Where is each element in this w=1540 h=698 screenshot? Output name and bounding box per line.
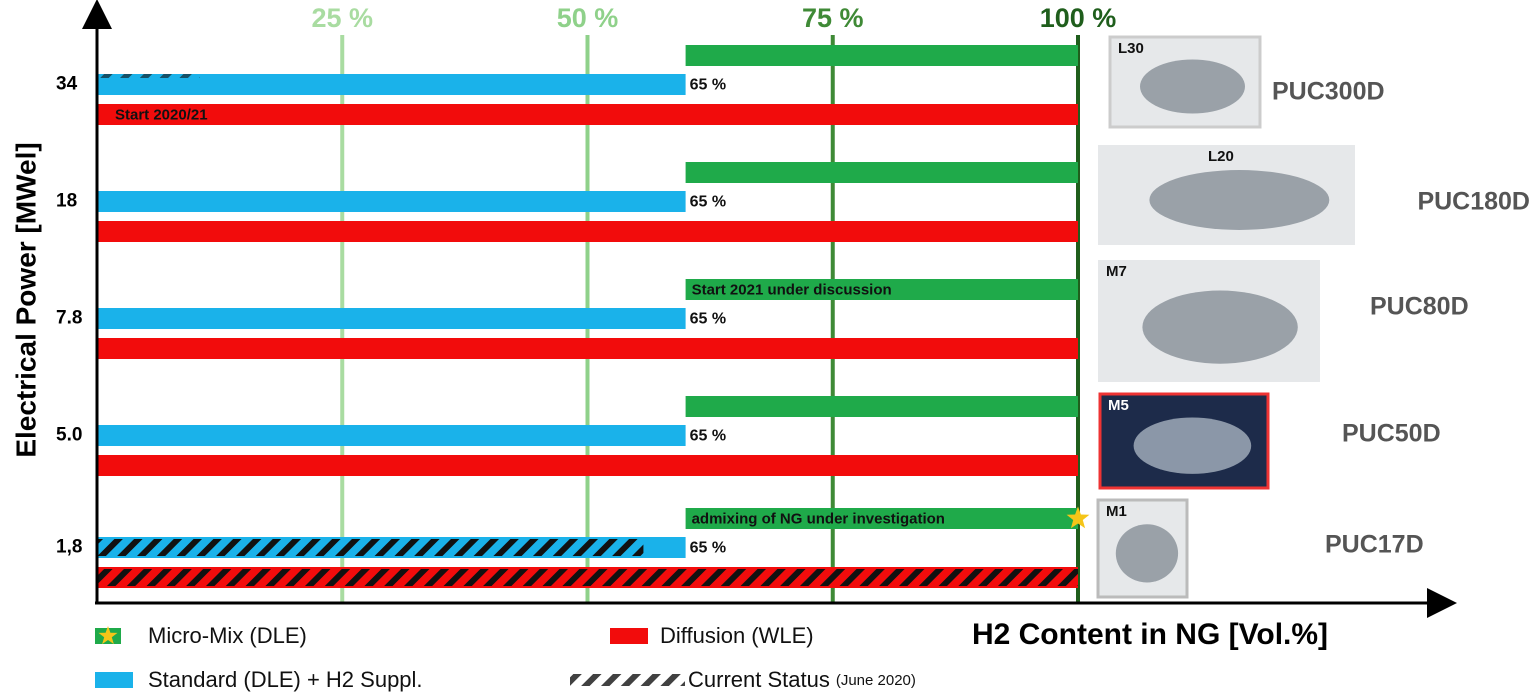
x-tick-label: 25 % [311,3,373,33]
product-label: PUC300D [1272,78,1385,106]
bar [97,308,686,329]
bar-annotation: 65 % [690,540,726,557]
current-status-hatch [97,569,1078,586]
bar [686,45,1078,66]
bar [97,425,686,446]
bar [97,455,1078,476]
product-label: PUC17D [1325,531,1424,559]
bar [686,162,1078,183]
bar-annotation: 65 % [690,77,726,94]
bar-annotation: 65 % [690,311,726,328]
bar-annotation: admixing of NG under investigation [692,510,945,527]
y-tick-label: 7.8 [56,308,82,329]
bar-annotation: Start 2020/21 [115,106,208,123]
current-status-hatch [97,539,643,556]
engine-label: L30 [1118,40,1144,57]
current-status-hatch [97,74,200,78]
legend-label-note: (June 2020) [836,672,916,689]
bar [686,396,1078,417]
legend-label: Diffusion (WLE) [660,623,814,648]
engine-label: M5 [1108,397,1129,414]
x-axis-title: H2 Content in NG [Vol.%] [972,618,1328,651]
y-axis-title: Electrical Power [MWel] [10,142,41,457]
legend-label: Standard (DLE) + H2 Suppl. [148,667,423,692]
x-tick-label: 100 % [1040,3,1117,33]
bar-annotation: 65 % [690,428,726,445]
legend-swatch [610,628,648,644]
legend-hatch-swatch [570,674,685,686]
legend-label: Micro-Mix (DLE) [148,623,307,648]
product-label: PUC50D [1342,420,1441,448]
bar-annotation: 65 % [690,194,726,211]
bar [97,191,686,212]
y-tick-label: 34 [56,74,78,95]
y-tick-label: 18 [56,191,77,212]
product-label: PUC80D [1370,293,1469,321]
bar-annotation: Start 2021 under discussion [692,281,892,298]
bar [97,104,1078,125]
y-tick-label: 1,8 [56,537,82,558]
x-tick-label: 75 % [802,3,864,33]
engine-shape [1134,418,1252,474]
engine-label: M7 [1106,263,1127,280]
engine-shape [1140,60,1245,114]
engine-shape [1149,170,1329,230]
product-label: PUC180D [1417,188,1530,216]
engine-shape [1142,291,1297,364]
chart: Electrical Power [MWel] H2 Content in NG… [0,0,1540,698]
legend-label: Current Status (June 2020) [688,667,916,692]
engine-label: L20 [1208,148,1234,165]
page: Electrical Power [MWel] H2 Content in NG… [0,0,1540,698]
y-tick-label: 5.0 [56,425,82,446]
legend-label-main: Current Status [688,667,830,692]
x-tick-label: 50 % [557,3,619,33]
engine-shape [1116,524,1178,582]
engine-label: M1 [1106,503,1127,520]
bar [97,338,1078,359]
legend-swatch [95,672,133,688]
bar [97,221,1078,242]
